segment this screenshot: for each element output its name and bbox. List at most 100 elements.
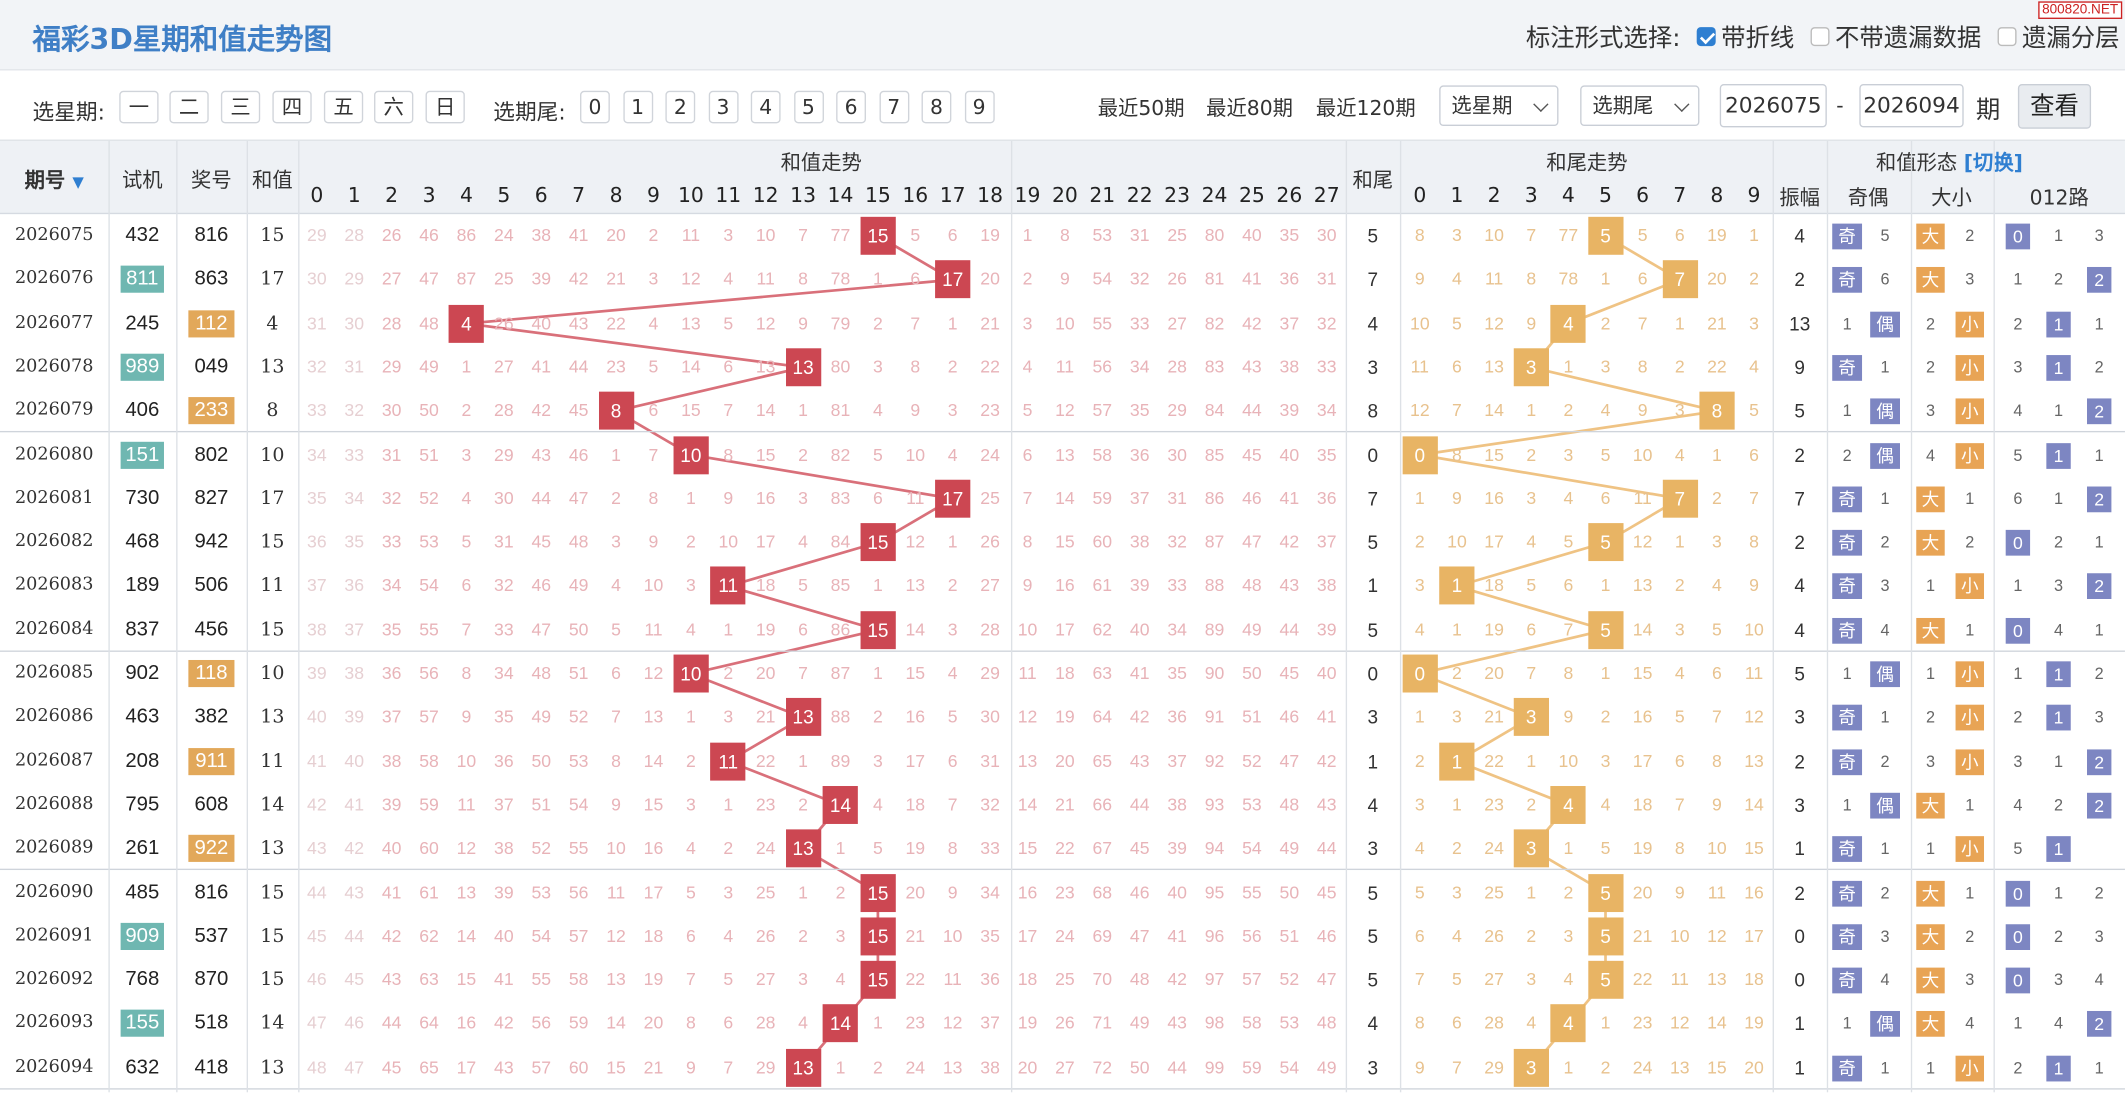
sum-missing-value: 58	[568, 969, 589, 990]
sum-missing-value: 54	[568, 793, 589, 815]
missing-layer-option-label[interactable]: 遗漏分层	[2021, 24, 2120, 53]
sum-missing-value: 42	[568, 268, 589, 290]
sum-missing-value: 44	[1129, 793, 1150, 815]
sum-missing-value: 44	[1167, 1056, 1187, 1077]
sum-hit-marker: 11	[710, 742, 746, 781]
weekday-chip[interactable]: 六	[374, 90, 414, 124]
tail-chip[interactable]: 6	[836, 90, 866, 124]
sum-missing-value: 1	[872, 268, 883, 290]
prize-cell: 418	[176, 1046, 246, 1090]
sum-hit-marker: 4	[448, 304, 485, 343]
tail-missing-value: 3	[1414, 793, 1425, 815]
tail-chip[interactable]: 3	[708, 90, 738, 124]
tail-hit-marker: 3	[1513, 348, 1549, 387]
sum-missing-value: 35	[494, 706, 514, 727]
sum-missing-value: 30	[307, 268, 327, 290]
bigsmall-missing: 2	[1925, 707, 1936, 727]
sum-missing-value: 19	[755, 618, 776, 640]
sum-missing-value: 57	[568, 925, 589, 946]
route-badge: 1	[2046, 836, 2071, 863]
bigsmall-missing: 4	[1925, 445, 1936, 465]
sum-missing-value: 37	[1316, 531, 1337, 552]
period-cell: 2026079	[14, 400, 94, 421]
route-badge: 2	[2087, 486, 2112, 512]
prize-number: 112	[188, 309, 235, 337]
sum-hit-marker: 13	[785, 698, 821, 737]
sum-missing-value: 21	[980, 312, 1000, 333]
sum-hit-marker: 17	[935, 260, 971, 299]
sum-missing-value: 1	[685, 487, 696, 508]
line-option-label[interactable]: 带折线	[1721, 24, 1795, 53]
tail-select[interactable]: 选期尾	[1580, 85, 1700, 127]
tail-chip[interactable]: 4	[750, 90, 781, 124]
missing-layer-checkbox[interactable]	[1997, 27, 2017, 47]
tail-missing-value: 3	[1452, 881, 1462, 902]
tail-chip[interactable]: 1	[622, 90, 653, 124]
bigsmall-badge: 小	[1955, 661, 1985, 688]
range-50-link[interactable]: 最近50期	[1097, 96, 1185, 121]
sum-missing-value: 42	[1316, 750, 1337, 771]
range-120-link[interactable]: 最近120期	[1315, 96, 1416, 121]
line-checkbox[interactable]	[1696, 27, 1716, 47]
sum-missing-value: 30	[1167, 443, 1187, 465]
column-divider	[1772, 140, 1774, 1093]
tail-column-number: 5	[1599, 182, 1612, 208]
tail-missing-value: 5	[1600, 443, 1611, 465]
sum-missing-value: 38	[1167, 793, 1187, 815]
sum-missing-value: 15	[755, 443, 776, 465]
tail-missing-value: 27	[1484, 969, 1504, 990]
trial-number: 406	[125, 398, 160, 422]
bigsmall-missing: 1	[1925, 664, 1936, 684]
range-80-link[interactable]: 最近80期	[1206, 96, 1293, 121]
period-cell: 2026084	[14, 618, 94, 640]
trial-cell: 245	[108, 302, 176, 346]
sum-column-number: 13	[790, 182, 817, 208]
sum-missing-value: 56	[568, 881, 589, 902]
sum-missing-value: 47	[1279, 750, 1300, 771]
query-button[interactable]: 查看	[2017, 84, 2092, 129]
prize-cell: 537	[176, 914, 246, 958]
tail-chip[interactable]: 2	[665, 90, 696, 124]
sum-missing-value: 15	[681, 400, 701, 421]
sum-missing-value: 49	[1129, 1012, 1150, 1034]
sum-missing-value: 25	[755, 881, 776, 902]
period-column-header[interactable]: 期号 ▼	[0, 165, 108, 193]
sum-column-number: 22	[1126, 182, 1153, 208]
tail-chip[interactable]: 7	[878, 90, 909, 124]
tail-missing-value: 21	[1632, 925, 1653, 946]
sum-missing-value: 4	[1022, 356, 1033, 377]
weekday-chip[interactable]: 一	[119, 90, 159, 124]
from-period-input[interactable]: 2026075	[1719, 84, 1827, 128]
sum-missing-value: 6	[947, 750, 958, 771]
weekday-select[interactable]: 选星期	[1439, 85, 1559, 127]
sum-missing-value: 43	[1129, 750, 1150, 771]
tail-missing-value: 12	[1632, 531, 1653, 552]
tail-missing-value: 1	[1674, 312, 1685, 333]
tail-chip[interactable]: 8	[921, 90, 952, 124]
weekday-chip[interactable]: 五	[323, 90, 364, 124]
sum-missing-value: 3	[947, 618, 958, 640]
site-watermark: 800820.NET	[2038, 1, 2123, 19]
no-missing-option-label[interactable]: 不带遗漏数据	[1834, 24, 1982, 53]
sum-missing-value: 14	[681, 356, 701, 377]
sum-missing-value: 57	[1242, 969, 1262, 990]
tail-missing-value: 4	[1600, 400, 1611, 421]
weekday-chip[interactable]: 三	[220, 90, 261, 124]
weekday-chip[interactable]: 四	[272, 90, 312, 124]
bigsmall-badge: 大	[1916, 967, 1945, 994]
route-missing: 2	[2054, 926, 2064, 946]
tail-chip[interactable]: 0	[580, 90, 610, 124]
to-period-input[interactable]: 2026094	[1859, 84, 1964, 128]
weekday-chip[interactable]: 日	[425, 90, 465, 124]
sum-missing-value: 12	[456, 837, 477, 859]
table-row: 2026087 208 911 11 41 40 38 58 10 36 50 53 8 14 2 22 1 89…	[0, 739, 2125, 783]
tail-chip[interactable]: 5	[793, 90, 824, 124]
no-missing-checkbox[interactable]	[1810, 27, 1830, 47]
tail-chip[interactable]: 9	[964, 90, 995, 124]
switch-link[interactable]: [切换]	[1963, 150, 2023, 175]
weekday-chip[interactable]: 二	[169, 90, 209, 124]
sum-missing-value: 4	[798, 531, 808, 552]
prize-cell: 922	[176, 827, 246, 871]
sum-missing-value: 47	[344, 1056, 365, 1077]
oddeven-missing: 2	[1842, 445, 1852, 465]
